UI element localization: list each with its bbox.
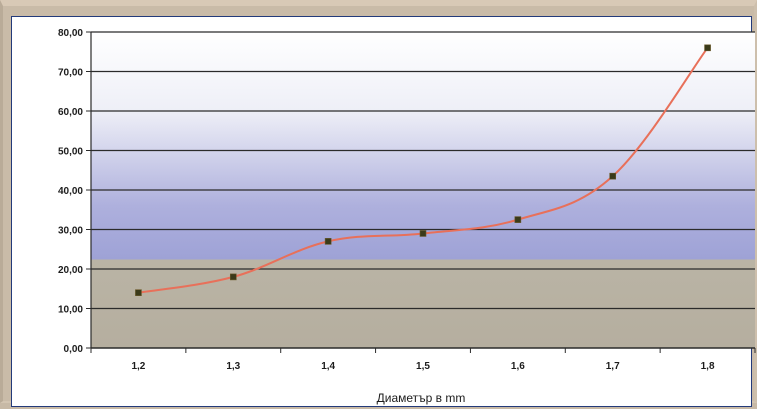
x-tick-label: 1,3 (226, 361, 240, 372)
x-tick-label: 1,4 (321, 361, 335, 372)
data-point (229, 273, 237, 281)
x-tick-label: 1,8 (701, 361, 715, 372)
line-chart: 0,00 10,00 20,00 30,00 40,00 50,00 60,00 70,00 8… (58, 28, 756, 405)
data-point (324, 238, 332, 245)
y-tick-label: 0,00 (64, 344, 84, 355)
x-tick-label: 1,6 (511, 361, 525, 372)
y-tick-label: 70,00 (58, 68, 83, 79)
data-point (609, 172, 617, 180)
y-tick-label: 30,00 (58, 226, 83, 237)
y-tick-label: 80,00 (58, 28, 83, 39)
y-tick-label: 10,00 (58, 305, 83, 316)
x-axis-title: Диаметър в mm (377, 391, 466, 405)
data-point (514, 216, 522, 223)
y-tick-label: 60,00 (58, 107, 83, 118)
data-point (704, 44, 711, 52)
x-tick-label: 1,7 (606, 361, 620, 372)
data-point (419, 230, 427, 237)
x-tick-label: 1,5 (416, 361, 430, 372)
y-tick-label: 50,00 (58, 147, 83, 158)
y-tick-label: 20,00 (58, 265, 83, 276)
y-tick-label: 40,00 (58, 186, 83, 197)
x-tick-label: 1,2 (131, 361, 145, 372)
data-point (135, 289, 142, 297)
